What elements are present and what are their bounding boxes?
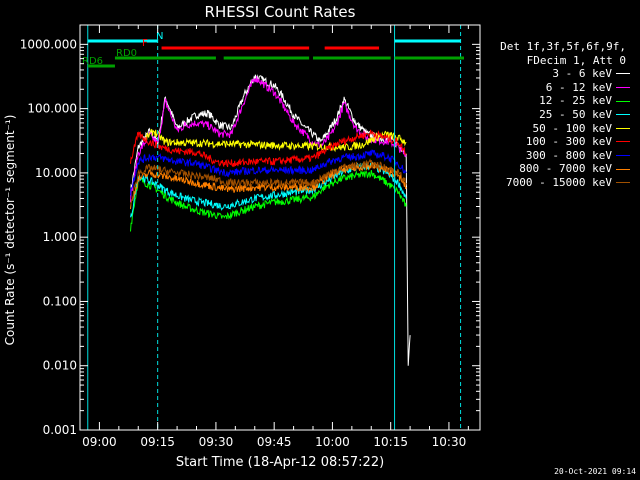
legend-item: 7000 - 15000 keV: [480, 176, 630, 190]
series-line-800-7000keV: [130, 162, 407, 210]
flag-label-rd6: RD6: [82, 56, 103, 67]
x-tick-label-09:15: 09:15: [140, 435, 175, 449]
legend-swatch: [616, 168, 630, 170]
legend-item-label: 3 - 6 keV: [552, 67, 612, 81]
y-tick-label-100.000: 100.000: [27, 102, 77, 116]
y-tick-label-0.001: 0.001: [43, 423, 77, 437]
legend-header-line2: FDecim 1, Att 0: [526, 53, 626, 67]
y-tick-label-10.000: 10.000: [35, 166, 77, 180]
legend-item-label: 12 - 25 keV: [539, 94, 612, 108]
legend-item-label: 50 - 100 keV: [532, 121, 612, 135]
legend-item: 300 - 800 keV: [480, 149, 630, 163]
series-line-100-300keV: [130, 129, 407, 168]
legend-swatch: [616, 114, 630, 116]
legend-item: 50 - 100 keV: [480, 122, 630, 136]
legend-item: 3 - 6 keV: [480, 67, 630, 81]
x-tick-label-10:30: 10:30: [432, 435, 467, 449]
legend-swatch: [616, 182, 630, 184]
legend-item: 100 - 300 keV: [480, 135, 630, 149]
y-tick-label-1.000: 1.000: [43, 230, 77, 244]
legend-item: 800 - 7000 keV: [480, 162, 630, 176]
y-tick-label-0.100: 0.100: [43, 294, 77, 308]
legend-swatch: [616, 127, 630, 129]
plot-frame: [79, 24, 481, 431]
x-tick-label-10:15: 10:15: [373, 435, 408, 449]
series-line-3-6keV: [130, 74, 411, 366]
series-line-50-100keV: [145, 128, 407, 153]
legend-item-label: 300 - 800 keV: [525, 148, 612, 162]
x-tick-label-09:00: 09:00: [82, 435, 117, 449]
legend-item-label: 25 - 50 keV: [539, 107, 612, 121]
legend-swatch: [616, 100, 630, 102]
legend-swatch: [616, 141, 630, 143]
series-line-12-25keV: [130, 169, 407, 232]
x-tick-label-09:30: 09:30: [199, 435, 234, 449]
series-line-300-800keV: [130, 149, 407, 196]
x-tick-label-09:45: 09:45: [257, 435, 292, 449]
chart-legend: Det 1f,3f,5f,6f,9f, FDecim 1, Att 0 3 - …: [480, 40, 630, 190]
series-line-7000-15000keV: [130, 158, 407, 207]
y-tick-label-0.010: 0.010: [43, 359, 77, 373]
flag-label-rd0: RD0: [116, 48, 137, 59]
legend-header-line1: Det 1f,3f,5f,6f,9f,: [500, 40, 626, 53]
plot-timestamp: 20-Oct-2021 09:14: [554, 467, 636, 476]
y-tick-label-1000.000: 1000.000: [20, 37, 77, 51]
y-axis-label: Count Rate (s⁻¹ detector⁻¹ segment⁻¹): [3, 115, 17, 346]
flag-label-n: N: [156, 31, 163, 42]
chart-title: RHESSI Count Rates: [205, 3, 356, 21]
legend-item: 12 - 25 keV: [480, 94, 630, 108]
flag-label-f: F: [142, 38, 148, 49]
legend-item: 6 - 12 keV: [480, 81, 630, 95]
legend-swatch: [616, 87, 630, 89]
x-tick-label-10:00: 10:00: [315, 435, 350, 449]
x-axis-label: Start Time (18-Apr-12 08:57:22): [176, 455, 384, 470]
legend-item-label: 7000 - 15000 keV: [506, 175, 612, 189]
legend-item: 25 - 50 keV: [480, 108, 630, 122]
legend-swatch: [616, 155, 630, 157]
legend-item-label: 6 - 12 keV: [545, 80, 612, 94]
legend-item-label: 100 - 300 keV: [525, 135, 612, 149]
legend-swatch: [616, 73, 630, 75]
legend-item-label: 800 - 7000 keV: [519, 162, 612, 176]
